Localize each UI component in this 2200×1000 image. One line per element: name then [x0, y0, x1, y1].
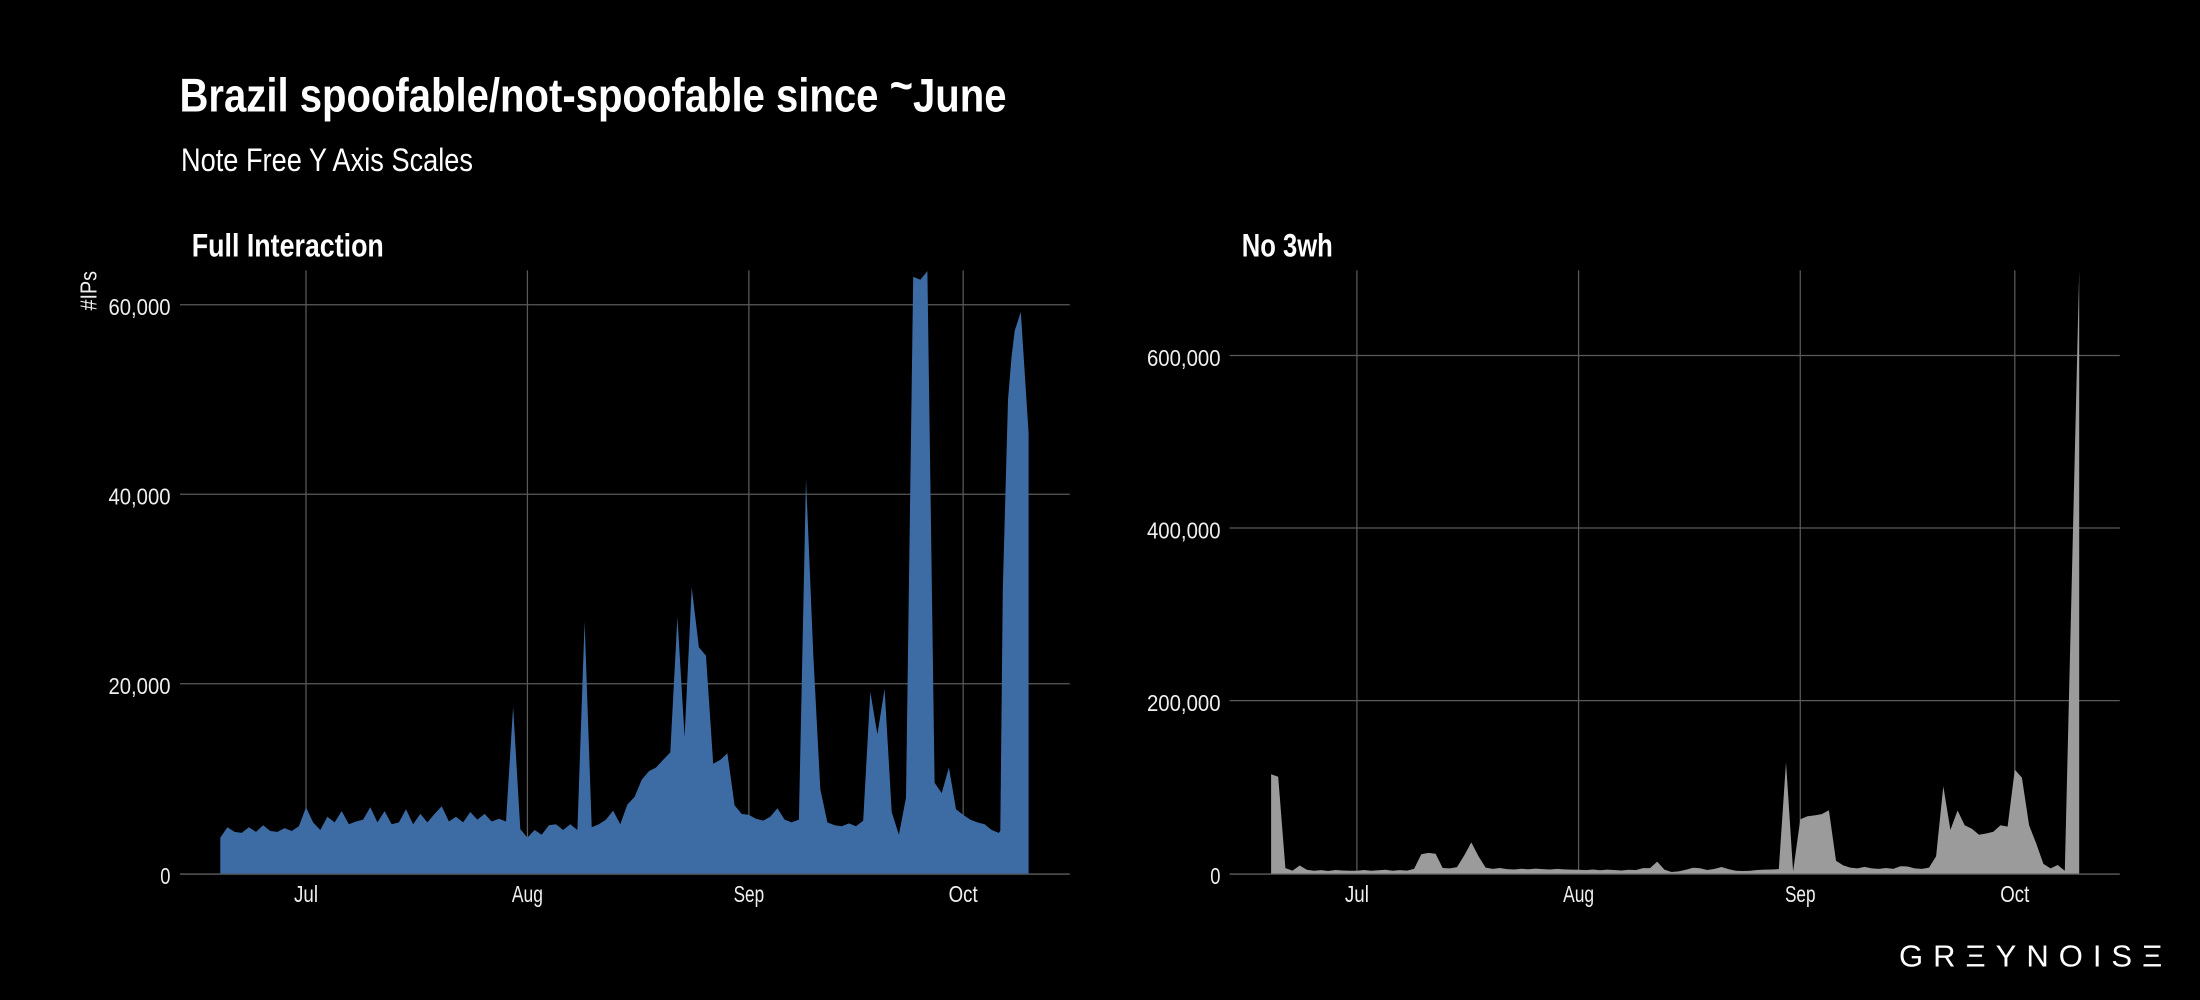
- svg-text:Aug: Aug: [512, 881, 543, 907]
- svg-text:200,000: 200,000: [1147, 690, 1221, 716]
- svg-text:0: 0: [1210, 863, 1220, 889]
- svg-text:40,000: 40,000: [109, 484, 171, 510]
- svg-text:No 3wh: No 3wh: [1242, 227, 1333, 264]
- svg-text:600,000: 600,000: [1147, 345, 1221, 371]
- svg-text:Sep: Sep: [1785, 881, 1816, 907]
- svg-text:Sep: Sep: [734, 881, 765, 907]
- svg-text:Aug: Aug: [1563, 881, 1594, 907]
- svg-text:Oct: Oct: [2000, 881, 2029, 907]
- svg-text:Jul: Jul: [1345, 881, 1369, 907]
- svg-text:Full Interaction: Full Interaction: [192, 227, 384, 264]
- svg-text:0: 0: [160, 863, 170, 889]
- svg-text:#IPs: #IPs: [76, 271, 102, 311]
- svg-text:20,000: 20,000: [109, 673, 171, 699]
- svg-text:Brazil spoofable/not-spoofable: Brazil spoofable/not-spoofable since ~Ju…: [180, 60, 1007, 123]
- svg-text:60,000: 60,000: [109, 294, 171, 320]
- svg-text:Oct: Oct: [949, 881, 978, 907]
- svg-text:Note Free Y Axis Scales: Note Free Y Axis Scales: [181, 142, 473, 178]
- svg-text:400,000: 400,000: [1147, 517, 1221, 543]
- svg-text:GRΞYNOISΞ: GRΞYNOISΞ: [1899, 939, 2172, 974]
- svg-text:Jul: Jul: [294, 881, 318, 907]
